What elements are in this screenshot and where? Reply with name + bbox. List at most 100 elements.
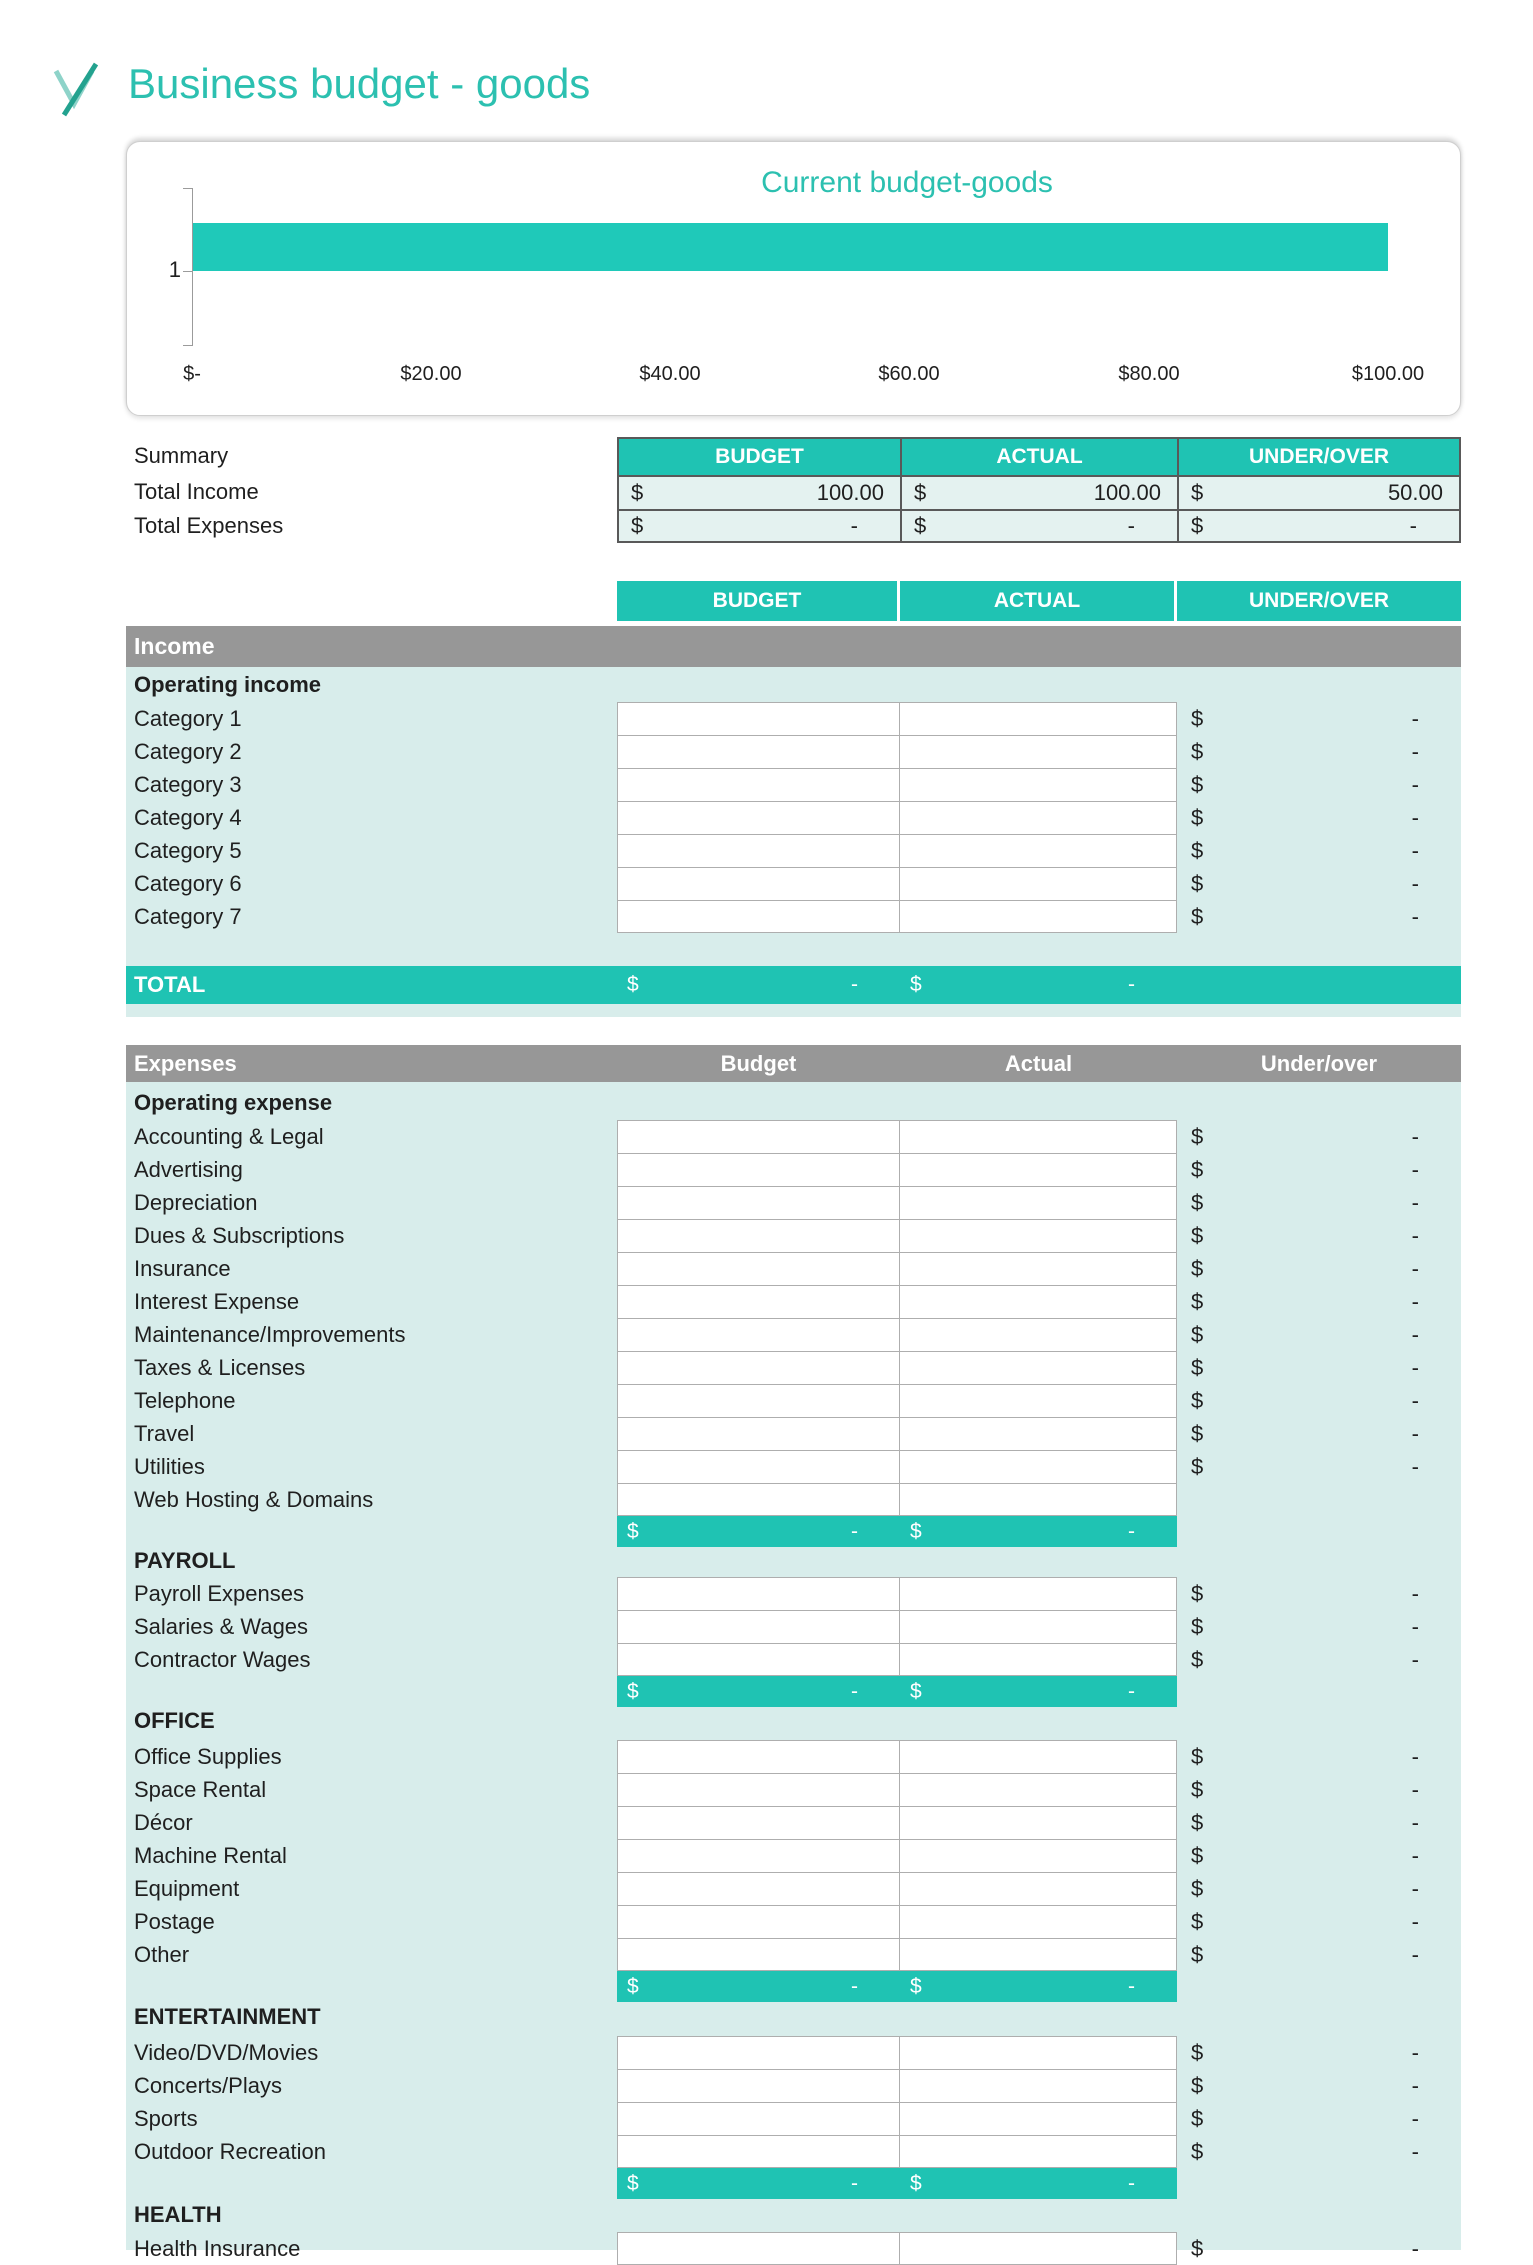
actual-input-cell[interactable] — [900, 1610, 1177, 1643]
expense-row-label: Space Rental — [134, 1776, 267, 1802]
actual-input-cell[interactable] — [900, 900, 1177, 933]
currency-symbol: $ — [1191, 513, 1204, 538]
budget-input-cell[interactable] — [617, 768, 900, 801]
expense-row-label: Insurance — [134, 1255, 231, 1281]
budget-input-cell[interactable] — [617, 900, 900, 933]
expense-row: Machine Rental $ - — [126, 1839, 1461, 1872]
actual-input-cell[interactable] — [900, 1773, 1177, 1806]
underover-cell: $ - — [1177, 1219, 1461, 1252]
budget-input-cell[interactable] — [617, 1285, 900, 1318]
budget-input-cell[interactable] — [617, 2135, 900, 2168]
actual-input-cell[interactable] — [900, 1219, 1177, 1252]
budget-input-cell[interactable] — [617, 1483, 900, 1516]
budget-input-cell[interactable] — [617, 1938, 900, 1971]
budget-input-cell[interactable] — [617, 1773, 900, 1806]
budget-input-cell[interactable] — [617, 1252, 900, 1285]
budget-input-cell[interactable] — [617, 2036, 900, 2069]
budget-input-cell[interactable] — [617, 735, 900, 768]
currency-symbol: $ — [1191, 1288, 1204, 1314]
income-total-bar: TOTAL $ - $ - — [126, 966, 1461, 1004]
currency-symbol: $ — [1191, 1453, 1204, 1479]
actual-input-cell[interactable] — [900, 1417, 1177, 1450]
actual-input-cell[interactable] — [900, 867, 1177, 900]
actual-input-cell[interactable] — [900, 1839, 1177, 1872]
currency-symbol: $ — [627, 973, 639, 996]
budget-input-cell[interactable] — [617, 702, 900, 735]
expense-row-label: Machine Rental — [134, 1842, 287, 1868]
actual-input-cell[interactable] — [900, 834, 1177, 867]
budget-input-cell[interactable] — [617, 1740, 900, 1773]
budget-input-cell[interactable] — [617, 1120, 900, 1153]
budget-input-cell[interactable] — [617, 1872, 900, 1905]
budget-input-cell[interactable] — [617, 1450, 900, 1483]
actual-input-cell[interactable] — [900, 1318, 1177, 1351]
expense-group-heading: OFFICE — [134, 1708, 215, 1733]
actual-input-cell[interactable] — [900, 2135, 1177, 2168]
budget-input-cell[interactable] — [617, 1318, 900, 1351]
budget-input-cell[interactable] — [617, 2232, 900, 2265]
budget-input-cell[interactable] — [617, 1577, 900, 1610]
actual-input-cell[interactable] — [900, 1252, 1177, 1285]
actual-input-cell[interactable] — [900, 1351, 1177, 1384]
actual-input-cell[interactable] — [900, 1186, 1177, 1219]
budget-input-cell[interactable] — [617, 1186, 900, 1219]
budget-input-cell[interactable] — [617, 1643, 900, 1676]
actual-input-cell[interactable] — [900, 1285, 1177, 1318]
actual-input-cell[interactable] — [900, 1938, 1177, 1971]
currency-symbol: $ — [1191, 738, 1204, 764]
x-axis-tick-label: $- — [183, 363, 201, 385]
budget-input-cell[interactable] — [617, 1806, 900, 1839]
actual-input-cell[interactable] — [900, 735, 1177, 768]
underover-cell: $ - — [1177, 1643, 1461, 1676]
budget-input-cell[interactable] — [617, 1417, 900, 1450]
underover-value: - — [1411, 870, 1419, 896]
budget-input-cell[interactable] — [617, 1153, 900, 1186]
budget-input-cell[interactable] — [617, 1839, 900, 1872]
actual-input-cell[interactable] — [900, 2036, 1177, 2069]
actual-input-cell[interactable] — [900, 1905, 1177, 1938]
axis-tick — [183, 345, 193, 346]
actual-input-cell[interactable] — [900, 1120, 1177, 1153]
subtotal-budget-value: - — [851, 1974, 858, 1998]
income-row: Category 1 $ - — [126, 702, 1461, 735]
actual-input-cell[interactable] — [900, 1872, 1177, 1905]
actual-input-cell[interactable] — [900, 768, 1177, 801]
actual-input-cell[interactable] — [900, 1577, 1177, 1610]
actual-input-cell[interactable] — [900, 1450, 1177, 1483]
expense-row: Other $ - — [126, 1938, 1461, 1971]
actual-input-cell[interactable] — [900, 801, 1177, 834]
underover-cell: $ - — [1177, 1740, 1461, 1773]
actual-input-cell[interactable] — [900, 1384, 1177, 1417]
actual-input-cell[interactable] — [900, 2102, 1177, 2135]
budget-input-cell[interactable] — [617, 2069, 900, 2102]
budget-input-cell[interactable] — [617, 1905, 900, 1938]
underover-value: - — [1411, 771, 1419, 797]
actual-input-cell[interactable] — [900, 2232, 1177, 2265]
income-total-budget: $ - — [617, 966, 900, 1004]
actual-input-cell[interactable] — [900, 1483, 1177, 1516]
actual-input-cell[interactable] — [900, 1153, 1177, 1186]
budget-input-cell[interactable] — [617, 834, 900, 867]
underover-cell: $ - — [1177, 1120, 1461, 1153]
actual-input-cell[interactable] — [900, 1806, 1177, 1839]
actual-input-cell[interactable] — [900, 1740, 1177, 1773]
payroll-subtotal-bar: $ - $ - — [617, 1676, 1177, 1707]
currency-symbol: $ — [910, 973, 922, 996]
axis-tick — [183, 271, 193, 272]
underover-cell: $ - — [1177, 801, 1461, 834]
actual-input-cell[interactable] — [900, 2069, 1177, 2102]
budget-input-cell[interactable] — [617, 867, 900, 900]
budget-input-cell[interactable] — [617, 1610, 900, 1643]
actual-input-cell[interactable] — [900, 1643, 1177, 1676]
budget-input-cell[interactable] — [617, 1384, 900, 1417]
summary-label: Summary — [126, 437, 617, 475]
budget-input-cell[interactable] — [617, 1351, 900, 1384]
budget-input-cell[interactable] — [617, 801, 900, 834]
expense-row-label: Décor — [134, 1809, 193, 1835]
chart-plot-area: 1 — [169, 188, 1388, 346]
budget-input-cell[interactable] — [617, 1219, 900, 1252]
budget-input-cell[interactable] — [617, 2102, 900, 2135]
expenses-section-label: Expenses — [134, 1050, 237, 1076]
underover-value: - — [1411, 1288, 1419, 1314]
actual-input-cell[interactable] — [900, 702, 1177, 735]
